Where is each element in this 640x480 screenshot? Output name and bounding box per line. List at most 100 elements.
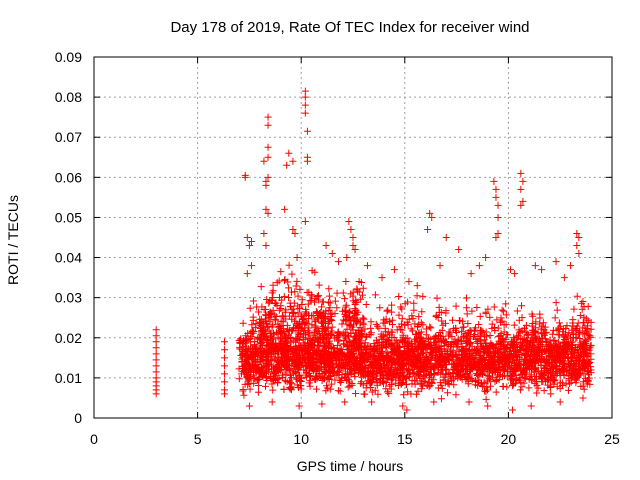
- data-point: [322, 242, 330, 250]
- data-point: [520, 335, 528, 343]
- data-point: [540, 387, 548, 395]
- data-point: [255, 369, 263, 377]
- data-point: [262, 181, 270, 189]
- data-point: [405, 356, 413, 364]
- data-point: [365, 350, 373, 358]
- data-point: [397, 320, 405, 328]
- data-point: [284, 353, 292, 361]
- data-point: [397, 380, 405, 388]
- data-point: [235, 375, 243, 383]
- data-point: [452, 391, 460, 399]
- data-point: [339, 289, 347, 297]
- data-point: [290, 356, 298, 364]
- data-point: [379, 380, 387, 388]
- data-point: [246, 335, 254, 343]
- data-point: [384, 306, 392, 314]
- data-point: [421, 372, 429, 380]
- x-tick-label: 15: [397, 431, 413, 447]
- data-point: [327, 357, 335, 365]
- data-point: [318, 376, 326, 384]
- data-point: [356, 366, 364, 374]
- data-point: [529, 342, 537, 350]
- data-point: [492, 193, 500, 201]
- data-point: [312, 385, 320, 393]
- plot-frame: [93, 56, 613, 419]
- data-point: [573, 229, 581, 237]
- data-point: [333, 304, 341, 312]
- data-point: [347, 370, 355, 378]
- data-point: [555, 319, 563, 327]
- data-point: [327, 345, 335, 353]
- data-point: [387, 370, 395, 378]
- data-point: [315, 296, 323, 304]
- data-point: [243, 270, 251, 278]
- data-point: [492, 234, 500, 241]
- data-point: [325, 285, 333, 293]
- data-point: [318, 370, 326, 378]
- data-point: [277, 339, 285, 347]
- data-point: [245, 355, 253, 363]
- data-point: [527, 402, 535, 410]
- data-point: [517, 201, 525, 209]
- data-point: [384, 374, 392, 382]
- data-point: [405, 342, 413, 350]
- data-point: [519, 197, 527, 205]
- y-tick-label: 0.07: [55, 129, 82, 145]
- data-point: [395, 292, 403, 300]
- data-point: [269, 386, 277, 394]
- data-point: [513, 332, 521, 340]
- data-point: [482, 340, 490, 348]
- y-tick-label: 0.08: [55, 89, 82, 105]
- data-point: [541, 323, 549, 331]
- data-point: [301, 356, 309, 364]
- data-point: [488, 320, 496, 328]
- data-point: [260, 157, 268, 165]
- data-point: [419, 292, 427, 300]
- data-point: [343, 346, 351, 354]
- data-point: [472, 324, 480, 332]
- data-point: [351, 311, 359, 319]
- data-point: [338, 320, 346, 328]
- data-point: [552, 364, 560, 372]
- data-point: [287, 338, 295, 346]
- data-point: [341, 295, 349, 303]
- data-point: [282, 306, 290, 314]
- data-point: [288, 288, 296, 296]
- data-point: [272, 299, 280, 307]
- data-point: [267, 362, 275, 370]
- y-tick-label: 0.05: [55, 209, 82, 225]
- data-point: [322, 387, 330, 395]
- data-point: [504, 341, 512, 349]
- data-point: [271, 311, 279, 319]
- data-point: [551, 353, 559, 361]
- data-point: [410, 299, 418, 307]
- data-point: [494, 213, 502, 221]
- data-point: [334, 258, 342, 266]
- data-point: [263, 367, 271, 375]
- data-point: [357, 295, 365, 303]
- data-point: [515, 316, 523, 324]
- data-point: [430, 371, 438, 379]
- data-point: [513, 349, 521, 357]
- data-point: [531, 262, 539, 270]
- chart-title: Day 178 of 2019, Rate Of TEC Index for r…: [170, 19, 529, 36]
- data-point: [490, 177, 498, 185]
- data-point: [272, 312, 280, 320]
- data-point: [464, 319, 472, 327]
- data-point: [553, 383, 561, 391]
- data-point: [496, 358, 504, 366]
- data-point: [438, 366, 446, 374]
- data-point: [474, 346, 482, 354]
- data-point: [453, 370, 461, 378]
- data-point: [387, 344, 395, 352]
- data-point: [343, 254, 351, 262]
- data-point: [442, 234, 450, 241]
- data-point: [268, 380, 276, 388]
- data-point: [536, 355, 544, 363]
- data-point: [289, 225, 297, 233]
- data-point: [561, 343, 569, 351]
- data-point: [499, 338, 507, 346]
- data-point: [345, 342, 353, 350]
- data-point: [368, 345, 376, 353]
- data-point: [152, 332, 160, 340]
